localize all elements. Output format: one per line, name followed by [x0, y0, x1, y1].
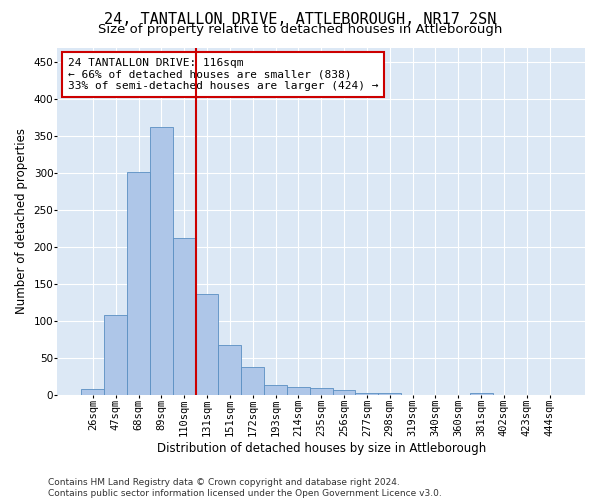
- Text: 24 TANTALLON DRIVE: 116sqm
← 66% of detached houses are smaller (838)
33% of sem: 24 TANTALLON DRIVE: 116sqm ← 66% of deta…: [68, 58, 379, 91]
- Bar: [379, 392, 401, 395]
- Text: Size of property relative to detached houses in Attleborough: Size of property relative to detached ho…: [98, 22, 502, 36]
- Bar: [287, 388, 310, 395]
- Bar: [470, 392, 493, 395]
- X-axis label: Distribution of detached houses by size in Attleborough: Distribution of detached houses by size …: [157, 442, 486, 455]
- Y-axis label: Number of detached properties: Number of detached properties: [15, 128, 28, 314]
- Bar: [173, 238, 196, 395]
- Bar: [310, 388, 332, 395]
- Bar: [241, 366, 264, 395]
- Bar: [150, 128, 173, 395]
- Bar: [196, 294, 218, 395]
- Bar: [264, 385, 287, 395]
- Bar: [332, 390, 355, 395]
- Bar: [104, 315, 127, 395]
- Text: 24, TANTALLON DRIVE, ATTLEBOROUGH, NR17 2SN: 24, TANTALLON DRIVE, ATTLEBOROUGH, NR17 …: [104, 12, 496, 28]
- Bar: [127, 172, 150, 395]
- Bar: [355, 392, 379, 395]
- Bar: [82, 389, 104, 395]
- Bar: [218, 344, 241, 395]
- Text: Contains HM Land Registry data © Crown copyright and database right 2024.
Contai: Contains HM Land Registry data © Crown c…: [48, 478, 442, 498]
